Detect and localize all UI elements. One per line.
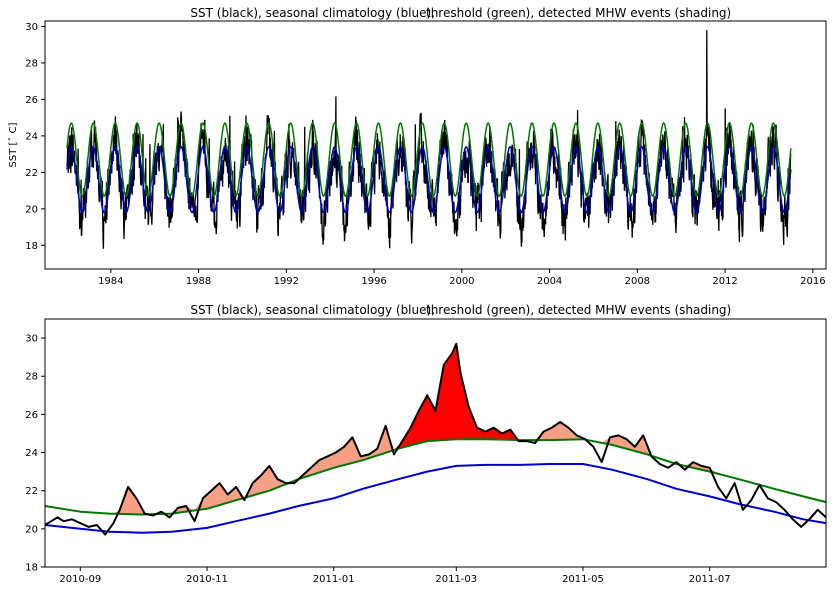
mhw-event-shading <box>113 486 153 515</box>
top-y-tick-label: 18 <box>25 241 38 252</box>
top-chart-panel: SST (black), seasonal climatology (blue)… <box>7 6 827 287</box>
bottom-chart-title-right: threshold (green), detected MHW events (… <box>426 303 731 317</box>
bottom-chart-title-left: SST (black), seasonal climatology (blue)… <box>190 303 435 317</box>
bottom-x-tick-label: 2011-03 <box>435 574 477 585</box>
top-y-tick-label: 26 <box>25 95 38 106</box>
bottom-plot-area <box>44 342 827 536</box>
mhw-event-shading <box>394 343 519 451</box>
bottom-axis-ticks: 2010-09 2010-11 2011-01 2011-03 2011-05 2011-… <box>25 334 730 585</box>
top-x-tick-label: 2016 <box>800 276 825 287</box>
bottom-y-tick-label: 20 <box>25 524 38 535</box>
bottom-x-tick-label: 2011-05 <box>562 574 604 585</box>
top-chart-title-right: threshold (green), detected MHW events (… <box>426 6 731 20</box>
mhw-event-shading <box>294 425 394 481</box>
mhw-event-shading <box>244 465 295 498</box>
top-x-tick-label: 1996 <box>361 276 386 287</box>
bottom-x-tick-label: 2010-11 <box>186 574 228 585</box>
bottom-y-tick-label: 22 <box>25 486 38 497</box>
top-plot-area <box>66 30 792 249</box>
top-x-tick-label: 1984 <box>98 276 123 287</box>
top-x-tick-label: 1992 <box>274 276 299 287</box>
top-y-tick-label: 30 <box>25 22 38 33</box>
bottom-y-tick-label: 24 <box>25 448 38 459</box>
bottom-x-tick-label: 2011-01 <box>313 574 355 585</box>
bottom-y-tick-label: 28 <box>25 372 38 383</box>
top-y-tick-label: 22 <box>25 168 38 179</box>
top-climatology-line <box>66 145 792 214</box>
bottom-threshold-line <box>44 438 827 516</box>
top-threshold-line <box>66 122 792 198</box>
bottom-climatology-line <box>44 463 827 534</box>
top-x-tick-label: 2008 <box>625 276 650 287</box>
top-x-tick-label: 2004 <box>537 276 562 287</box>
top-axis-ticks: 1984 1988 1992 1996 2000 2004 2008 2012 2016 18 20… <box>25 22 825 287</box>
mhw-event-shading <box>194 483 245 511</box>
bottom-y-tick-label: 30 <box>25 334 38 345</box>
bottom-x-tick-label: 2011-07 <box>689 574 731 585</box>
top-y-tick-label: 28 <box>25 58 38 69</box>
bottom-chart-panel: SST (black), seasonal climatology (blue)… <box>25 303 827 585</box>
top-x-tick-label: 2012 <box>712 276 737 287</box>
top-axes-frame <box>44 20 827 270</box>
bottom-y-tick-label: 18 <box>25 563 38 574</box>
bottom-axes-frame <box>44 318 827 568</box>
bottom-x-tick-label: 2010-09 <box>59 574 101 585</box>
top-x-tick-label: 1988 <box>186 276 211 287</box>
bottom-y-tick-label: 26 <box>25 410 38 421</box>
top-chart-title-left: SST (black), seasonal climatology (blue)… <box>190 6 435 20</box>
top-y-tick-label: 24 <box>25 131 38 142</box>
bottom-sst-line <box>44 342 827 536</box>
top-x-tick-label: 2000 <box>449 276 474 287</box>
top-y-tick-label: 20 <box>25 204 38 215</box>
mhw-event-shading <box>601 435 652 456</box>
top-y-axis-label: SST [ˆ C] <box>7 122 19 167</box>
